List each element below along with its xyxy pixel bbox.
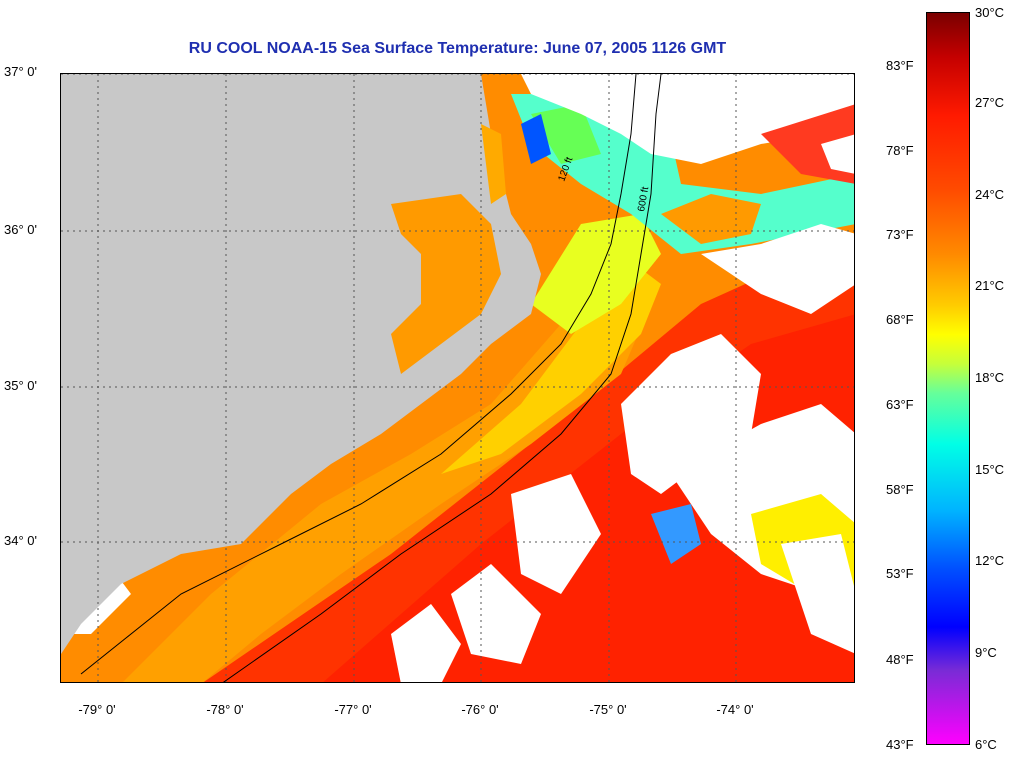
contour-120ft	[80, 74, 637, 675]
fahrenheit-label-63: 63°F	[886, 397, 914, 412]
contour-600ft	[222, 74, 662, 682]
sst-map-canvas: 120 ft 600 ft	[61, 74, 854, 682]
lon-label-79: -79° 0'	[78, 702, 116, 717]
fahrenheit-label-83: 83°F	[886, 58, 914, 73]
cool-water-patch	[531, 104, 601, 164]
fahrenheit-label-73: 73°F	[886, 227, 914, 242]
lon-label-75: -75° 0'	[589, 702, 627, 717]
cloud-east-1	[701, 224, 854, 314]
cloud-central-3	[391, 604, 461, 682]
cool-filament-2	[521, 114, 551, 164]
lon-label-78: -78° 0'	[206, 702, 244, 717]
fahrenheit-label-43: 43°F	[886, 737, 914, 752]
lon-label-77: -77° 0'	[334, 702, 372, 717]
shelf-water	[123, 234, 651, 682]
celsius-label-21: 21°C	[975, 278, 1005, 293]
fahrenheit-label-53: 53°F	[886, 566, 914, 581]
sound-water	[391, 194, 501, 374]
fahrenheit-label-68: 68°F	[886, 312, 914, 327]
cloud-ne	[821, 134, 854, 174]
cool-water	[511, 94, 854, 254]
sst-map: 120 ft 600 ft	[60, 73, 855, 683]
cloud-se	[781, 534, 854, 654]
celsius-label-27: 27°C	[975, 95, 1005, 110]
celsius-label-12: 12°C	[975, 553, 1005, 568]
celsius-label-30: 30°C	[975, 5, 1005, 20]
fahrenheit-label-48: 48°F	[886, 652, 914, 667]
lat-label-36: 36° 0'	[4, 222, 37, 237]
temperature-colorbar	[926, 12, 970, 745]
sound-water-north	[481, 124, 506, 204]
lon-label-76: -76° 0'	[461, 702, 499, 717]
fahrenheit-label-58: 58°F	[886, 482, 914, 497]
lat-label-34: 34° 0'	[4, 533, 37, 548]
graticule	[61, 74, 854, 682]
lat-label-35: 35° 0'	[4, 378, 37, 393]
celsius-label-18: 18°C	[975, 370, 1005, 385]
celsius-label-6: 6°C	[975, 737, 997, 752]
celsius-label-15: 15°C	[975, 462, 1005, 477]
lat-label-37: 37° 0'	[4, 64, 37, 79]
slope-water-cool	[531, 214, 661, 334]
cool-filament-1	[651, 504, 701, 564]
contour-label-600: 600 ft	[636, 186, 651, 213]
celsius-label-9: 9°C	[975, 645, 997, 660]
celsius-label-24: 24°C	[975, 187, 1005, 202]
cloud-east-2	[621, 334, 761, 494]
map-title: RU COOL NOAA-15 Sea Surface Temperature:…	[188, 40, 727, 57]
cloud-central-2	[451, 564, 541, 664]
cloud-central-1	[511, 474, 601, 594]
fahrenheit-label-78: 78°F	[886, 143, 914, 158]
lon-label-74: -74° 0'	[716, 702, 754, 717]
